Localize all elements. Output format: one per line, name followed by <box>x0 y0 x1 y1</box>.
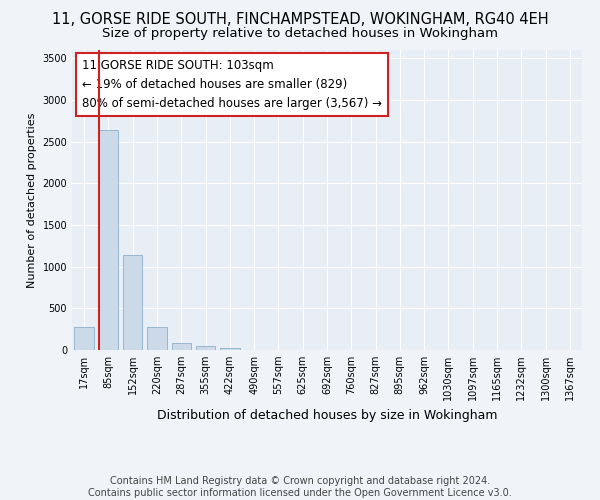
Y-axis label: Number of detached properties: Number of detached properties <box>27 112 37 288</box>
Bar <box>123 255 142 350</box>
Bar <box>147 327 167 350</box>
X-axis label: Distribution of detached houses by size in Wokingham: Distribution of detached houses by size … <box>157 408 497 422</box>
Bar <box>99 130 118 350</box>
Bar <box>172 343 191 350</box>
Text: Contains HM Land Registry data © Crown copyright and database right 2024.
Contai: Contains HM Land Registry data © Crown c… <box>88 476 512 498</box>
Text: 11 GORSE RIDE SOUTH: 103sqm
← 19% of detached houses are smaller (829)
80% of se: 11 GORSE RIDE SOUTH: 103sqm ← 19% of det… <box>82 59 382 110</box>
Bar <box>74 327 94 350</box>
Text: 11, GORSE RIDE SOUTH, FINCHAMPSTEAD, WOKINGHAM, RG40 4EH: 11, GORSE RIDE SOUTH, FINCHAMPSTEAD, WOK… <box>52 12 548 28</box>
Bar <box>196 346 215 350</box>
Text: Size of property relative to detached houses in Wokingham: Size of property relative to detached ho… <box>102 28 498 40</box>
Bar <box>220 348 239 350</box>
